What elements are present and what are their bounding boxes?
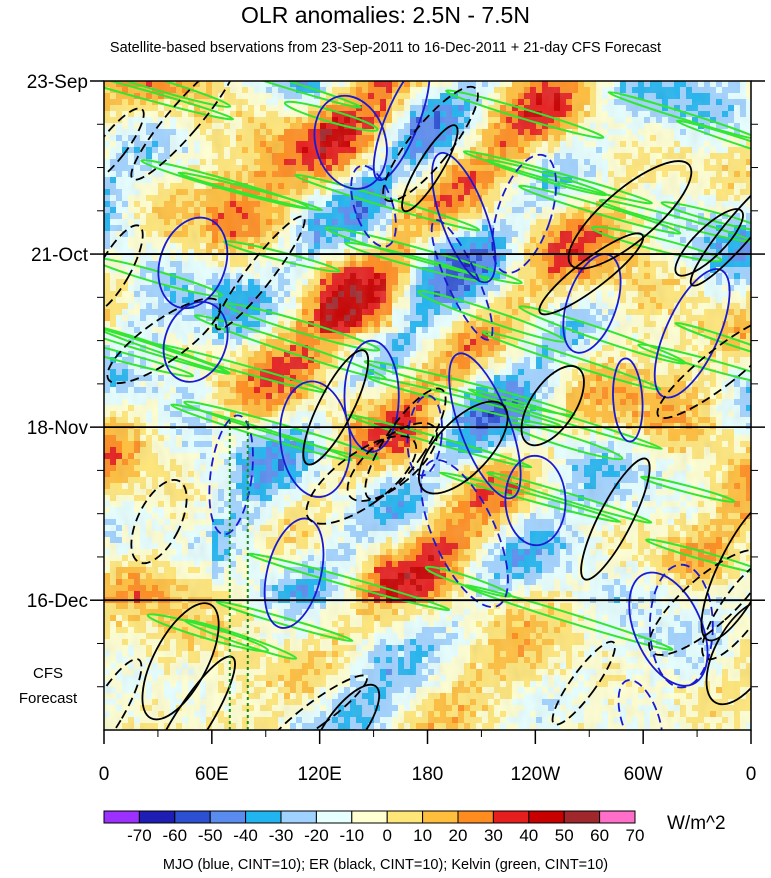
chart-subtitle: Satellite-based bservations from 23-Sep-… xyxy=(109,40,662,56)
chart-title: OLR anomalies: 2.5N - 7.5N xyxy=(241,2,530,28)
